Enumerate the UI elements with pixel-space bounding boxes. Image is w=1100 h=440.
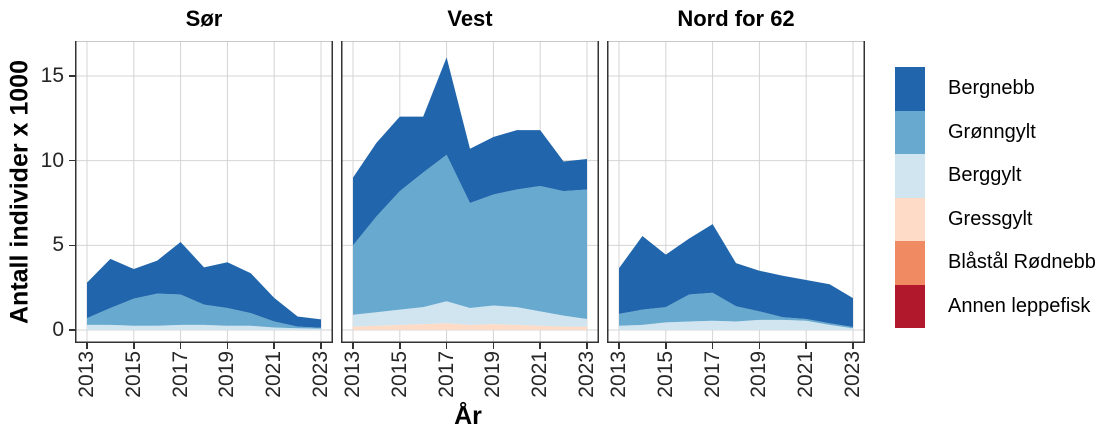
x-tick-label-2019-panel0: 2019: [215, 351, 239, 398]
x-tick-label-2015-panel0: 2015: [121, 351, 145, 398]
panel-border: [75, 41, 333, 343]
x-tick-mark-2023-panel1: [586, 343, 588, 349]
y-tick-mark-5: [69, 244, 75, 247]
legend-label-bergnebb: Bergnebb: [948, 77, 1035, 100]
x-tick-mark-2013-panel0: [86, 343, 88, 349]
area-berggylt: [87, 324, 321, 330]
x-tick-label-2017-panel0: 2017: [168, 351, 192, 398]
legend-label-berggylt: Berggylt: [948, 164, 1022, 187]
y-tick-mark-0: [69, 329, 75, 331]
legend-item-bergnebb: Bergnebb: [895, 67, 1096, 111]
x-tick-label-2015-panel1: 2015: [387, 351, 411, 398]
x-tick-label-2023-panel2: 2023: [841, 351, 864, 398]
y-tick-label-15: 15: [40, 63, 64, 87]
area-berggylt: [619, 319, 853, 330]
x-tick-label-2021-panel0: 2021: [262, 351, 286, 398]
x-tick-label-2013-panel2: 2013: [607, 351, 630, 398]
x-tick-mark-2021-panel2: [805, 343, 807, 349]
gridlines: [75, 41, 333, 343]
legend-key-annen-leppefisk: [895, 284, 925, 328]
legend-label-gr-nngylt: Grønngylt: [948, 120, 1036, 143]
area-gr-nngylt: [619, 292, 853, 329]
x-tick-mark-2023-panel0: [320, 343, 322, 349]
area-plot-vest: [341, 41, 599, 343]
legend-label-gressgylt: Gressgylt: [948, 207, 1033, 230]
x-tick-mark-2021-panel1: [539, 343, 541, 349]
x-tick-label-2021-panel1: 2021: [528, 351, 552, 398]
area-gr-nngylt: [353, 154, 587, 319]
panel-border: [341, 41, 599, 343]
area-bergnebb: [353, 57, 587, 246]
legend-item-gressgylt: Gressgylt: [895, 197, 1096, 241]
y-tick-mark-15: [69, 75, 75, 77]
legend-key-gressgylt: [895, 197, 925, 241]
x-tick-mark-2013-panel1: [352, 343, 354, 349]
panel-sor: [75, 41, 333, 343]
legend-key-gr-nngylt: [895, 110, 925, 154]
x-tick-label-2021-panel2: 2021: [794, 351, 818, 398]
x-tick-mark-2017-panel2: [711, 343, 714, 349]
x-tick-label-2017-panel2: 2017: [700, 351, 724, 398]
legend-item-annen-leppefisk: Annen leppefisk: [895, 284, 1096, 328]
area-berggylt: [353, 301, 587, 327]
x-tick-mark-2019-panel1: [492, 343, 495, 349]
panel-border: [607, 41, 865, 343]
x-tick-mark-2019-panel2: [758, 343, 761, 349]
y-tick-label-0: 0: [52, 318, 64, 341]
area-plot-sor: [75, 41, 333, 343]
area-bergnebb: [87, 241, 321, 328]
x-tick-mark-2017-panel1: [445, 343, 448, 349]
y-tick-label-10: 10: [40, 148, 64, 172]
legend-label-annen-leppefisk: Annen leppefisk: [948, 294, 1091, 317]
x-tick-mark-2021-panel0: [273, 343, 275, 349]
area-plot-nord: [607, 41, 865, 343]
x-tick-label-2017-panel1: 2017: [434, 351, 458, 398]
facet-title-sor: Sør: [185, 6, 223, 31]
facet-title-nord: Nord for 62: [677, 6, 795, 31]
stacked-areas: [353, 57, 587, 330]
legend-key-bl-st-l-r-dnebb: [895, 241, 925, 285]
x-tick-label-2015-panel2: 2015: [653, 351, 677, 398]
x-tick-label-2019-panel2: 2019: [747, 351, 771, 398]
y-tick-label-5: 5: [52, 233, 64, 257]
x-tick-mark-2019-panel0: [226, 343, 229, 349]
x-tick-mark-2017-panel0: [179, 343, 182, 349]
x-tick-mark-2015-panel0: [133, 343, 135, 349]
x-tick-label-2023-panel0: 2023: [309, 351, 332, 398]
x-tick-label-2013-panel1: 2013: [341, 351, 364, 398]
panel-nord: [607, 41, 865, 343]
legend-item-berggylt: Berggylt: [895, 154, 1096, 198]
legend-key-bergnebb: [895, 67, 925, 111]
x-tick-mark-2015-panel1: [399, 343, 401, 349]
stacked-areas: [619, 224, 853, 330]
x-tick-mark-2015-panel2: [665, 343, 667, 349]
legend-item-gr-nngylt: Grønngylt: [895, 110, 1096, 154]
panel-vest: [341, 41, 599, 343]
x-tick-label-2023-panel1: 2023: [575, 351, 598, 398]
x-axis-title: År: [454, 402, 482, 430]
legend-label-bl-st-l-r-dnebb: Blåstål Rødnebb: [948, 251, 1096, 274]
x-tick-mark-2023-panel2: [852, 343, 854, 349]
legend: Bergnebb Grønngylt Berggylt Gressgylt Blåstå…: [895, 67, 1096, 328]
y-axis-title: Antall individer x 1000: [5, 60, 34, 324]
x-tick-label-2013-panel0: 2013: [75, 351, 98, 398]
x-tick-mark-2013-panel2: [618, 343, 620, 349]
area-gressgylt: [353, 323, 587, 330]
area-bergnebb: [619, 224, 853, 327]
legend-key-berggylt: [895, 154, 925, 198]
y-tick-mark-10: [69, 159, 75, 162]
facet-title-vest: Vest: [447, 6, 493, 31]
legend-item-bl-st-l-r-dnebb: Blåstål Rødnebb: [895, 241, 1096, 285]
area-gr-nngylt: [87, 293, 321, 329]
stacked-areas: [87, 241, 321, 330]
x-tick-label-2019-panel1: 2019: [481, 351, 505, 398]
